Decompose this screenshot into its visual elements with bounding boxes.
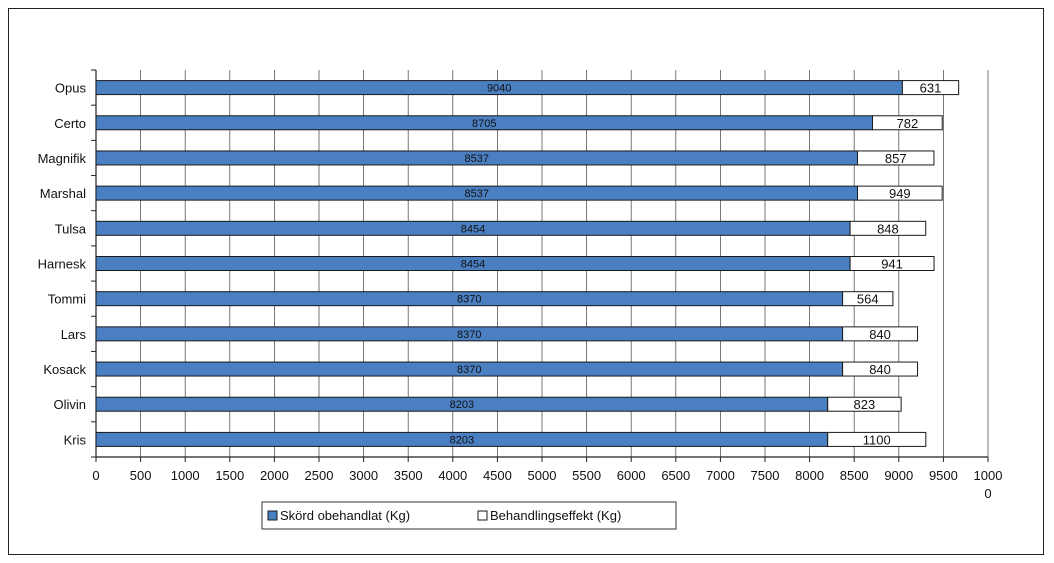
x-tick-label-overflow: 0 [984, 486, 991, 501]
category-label: Kosack [43, 362, 86, 377]
legend-swatch-treatment-effect [477, 510, 488, 521]
category-label: Tommi [48, 292, 86, 307]
data-label-untreated: 8370 [457, 294, 481, 306]
category-label: Olivin [53, 397, 86, 412]
category-label: Lars [61, 327, 87, 342]
legend-label-treatment-effect: Behandlingseffekt (Kg) [490, 508, 621, 523]
bar-treatment-effect [849, 256, 935, 271]
x-tick-label: 4000 [438, 468, 467, 483]
data-label-untreated: 8705 [472, 118, 496, 130]
bar-treatment-effect [849, 220, 927, 236]
category-label: Certo [54, 116, 86, 131]
bar-treatment-effect [827, 431, 927, 447]
x-tick-label: 3000 [349, 468, 378, 483]
category-label: Tulsa [55, 221, 87, 236]
labels: Opus 9040 631 Certo 8705 782 Magnifik 8537 857 Ma… [38, 81, 942, 448]
x-tick-label: 6000 [617, 468, 646, 483]
x-tick-label: 6500 [661, 468, 690, 483]
data-label-treatment-effect: 949 [889, 186, 911, 201]
bar-treatment-effect [857, 150, 935, 166]
data-label-untreated: 9040 [487, 83, 511, 95]
category-label: Marshal [40, 186, 86, 201]
data-label-untreated: 8537 [465, 153, 489, 165]
x-tick-label: 9500 [929, 468, 958, 483]
bar-treatment-effect [842, 361, 919, 377]
x-tick-label: 0 [92, 468, 99, 483]
data-label-untreated: 8203 [450, 399, 474, 411]
legend: Skörd obehandlat (Kg) Behandlingseffekt (… [261, 501, 677, 530]
category-label: Magnifik [38, 151, 87, 166]
data-label-treatment-effect: 1100 [863, 432, 891, 447]
data-label-treatment-effect: 941 [881, 257, 903, 272]
legend-label-untreated: Skörd obehandlat (Kg) [280, 508, 410, 523]
data-label-treatment-effect: 823 [854, 397, 876, 412]
x-tick-label: 9000 [884, 468, 913, 483]
data-label-treatment-effect: 857 [885, 151, 907, 166]
data-label-treatment-effect: 840 [869, 327, 891, 342]
data-label-untreated: 8454 [461, 223, 485, 235]
bar-treatment-effect [901, 80, 960, 96]
x-tick-label: 3500 [394, 468, 423, 483]
data-label-treatment-effect: 631 [920, 81, 942, 96]
data-label-treatment-effect: 564 [857, 292, 879, 307]
category-label: Kris [64, 432, 87, 447]
chart-frame [8, 8, 1044, 555]
data-label-untreated: 8370 [457, 364, 481, 376]
bar-treatment-effect [871, 115, 943, 131]
x-tick-label: 2500 [305, 468, 334, 483]
bar-treatment-effect [842, 291, 894, 307]
category-label: Opus [55, 81, 87, 96]
data-label-untreated: 8203 [450, 434, 474, 446]
legend-box [261, 501, 677, 530]
data-label-untreated: 8370 [457, 329, 481, 341]
bar-treatment-effect [827, 396, 902, 412]
bars [95, 80, 960, 447]
x-tick-label: 1000 [171, 468, 200, 483]
category-label: Harnesk [38, 257, 87, 272]
x-tick-label: 1500 [215, 468, 244, 483]
x-tick-label: 1000 [974, 468, 1003, 483]
data-label-untreated: 8537 [465, 188, 489, 200]
legend-swatch-untreated [267, 510, 278, 521]
data-label-treatment-effect: 840 [869, 362, 891, 377]
x-tick-label: 8000 [795, 468, 824, 483]
data-label-treatment-effect: 782 [897, 116, 919, 131]
data-label-treatment-effect: 848 [877, 221, 899, 236]
data-label-untreated: 8454 [461, 259, 485, 271]
x-tick-label: 7000 [706, 468, 735, 483]
x-tick-label: 5500 [572, 468, 601, 483]
x-tick-label: 2000 [260, 468, 289, 483]
bar-treatment-effect [842, 326, 919, 342]
x-tick-label: 500 [130, 468, 152, 483]
x-tick-label: 5000 [528, 468, 557, 483]
x-tick-label: 8500 [840, 468, 869, 483]
x-tick-label: 7500 [751, 468, 780, 483]
bar-treatment-effect [857, 185, 943, 201]
x-tick-label: 4500 [483, 468, 512, 483]
